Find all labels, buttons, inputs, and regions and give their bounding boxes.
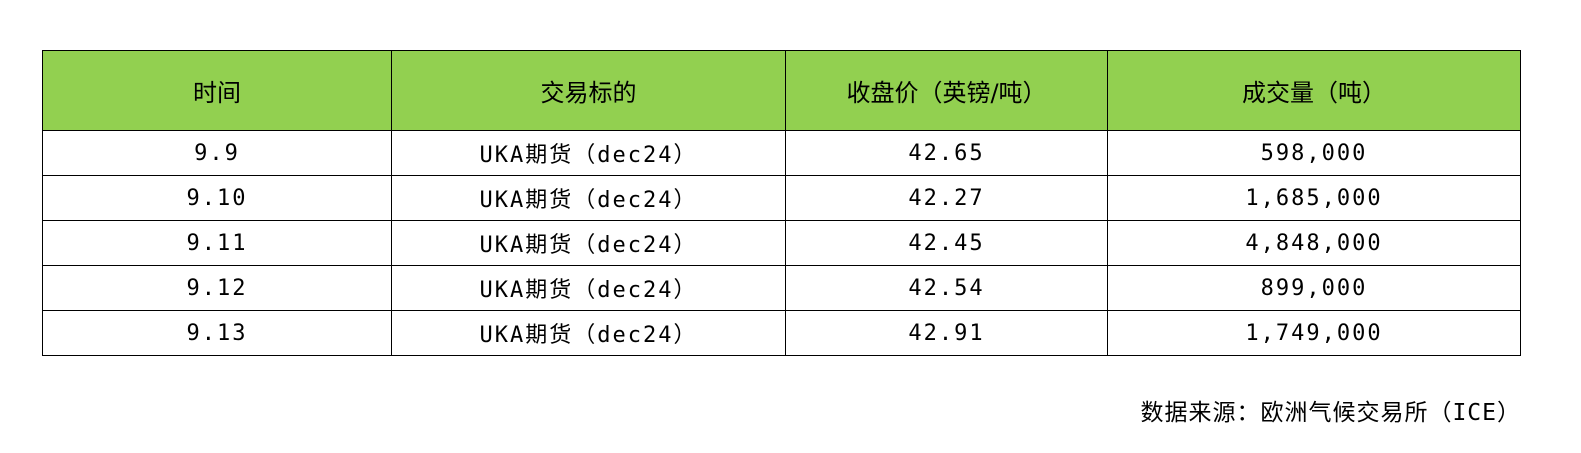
cell-time: 9.13 — [42, 310, 392, 356]
cell-close-price: 42.45 — [785, 220, 1108, 266]
cell-volume: 1,685,000 — [1107, 175, 1521, 221]
table-row: 9.9 UKA期货（dec24） 42.65 598,000 — [42, 130, 1521, 176]
cell-instrument: UKA期货（dec24） — [391, 175, 786, 221]
table-row: 9.11 UKA期货（dec24） 42.45 4,848,000 — [42, 220, 1521, 266]
cell-close-price: 42.54 — [785, 265, 1108, 311]
data-table: 时间 交易标的 收盘价（英镑/吨） 成交量（吨） 9.9 UKA期货（dec24）… — [42, 50, 1521, 356]
column-header-close-price: 收盘价（英镑/吨） — [785, 50, 1108, 131]
data-source-note: 数据来源：欧洲气候交易所（ICE） — [1140, 400, 1521, 426]
cell-volume: 4,848,000 — [1107, 220, 1521, 266]
cell-time: 9.11 — [42, 220, 392, 266]
table-row: 9.12 UKA期货（dec24） 42.54 899,000 — [42, 265, 1521, 311]
cell-close-price: 42.65 — [785, 130, 1108, 176]
column-header-time: 时间 — [42, 50, 392, 131]
cell-volume: 1,749,000 — [1107, 310, 1521, 356]
cell-close-price: 42.91 — [785, 310, 1108, 356]
cell-volume: 598,000 — [1107, 130, 1521, 176]
cell-time: 9.10 — [42, 175, 392, 221]
column-header-instrument: 交易标的 — [391, 50, 786, 131]
cell-time: 9.12 — [42, 265, 392, 311]
cell-time: 9.9 — [42, 130, 392, 176]
cell-instrument: UKA期货（dec24） — [391, 220, 786, 266]
table-row: 9.10 UKA期货（dec24） 42.27 1,685,000 — [42, 175, 1521, 221]
cell-instrument: UKA期货（dec24） — [391, 265, 786, 311]
table-row: 9.13 UKA期货（dec24） 42.91 1,749,000 — [42, 310, 1521, 356]
cell-instrument: UKA期货（dec24） — [391, 130, 786, 176]
cell-volume: 899,000 — [1107, 265, 1521, 311]
header-row: 时间 交易标的 收盘价（英镑/吨） 成交量（吨） — [42, 50, 1521, 131]
column-header-volume: 成交量（吨） — [1107, 50, 1521, 131]
cell-instrument: UKA期货（dec24） — [391, 310, 786, 356]
cell-close-price: 42.27 — [785, 175, 1108, 221]
